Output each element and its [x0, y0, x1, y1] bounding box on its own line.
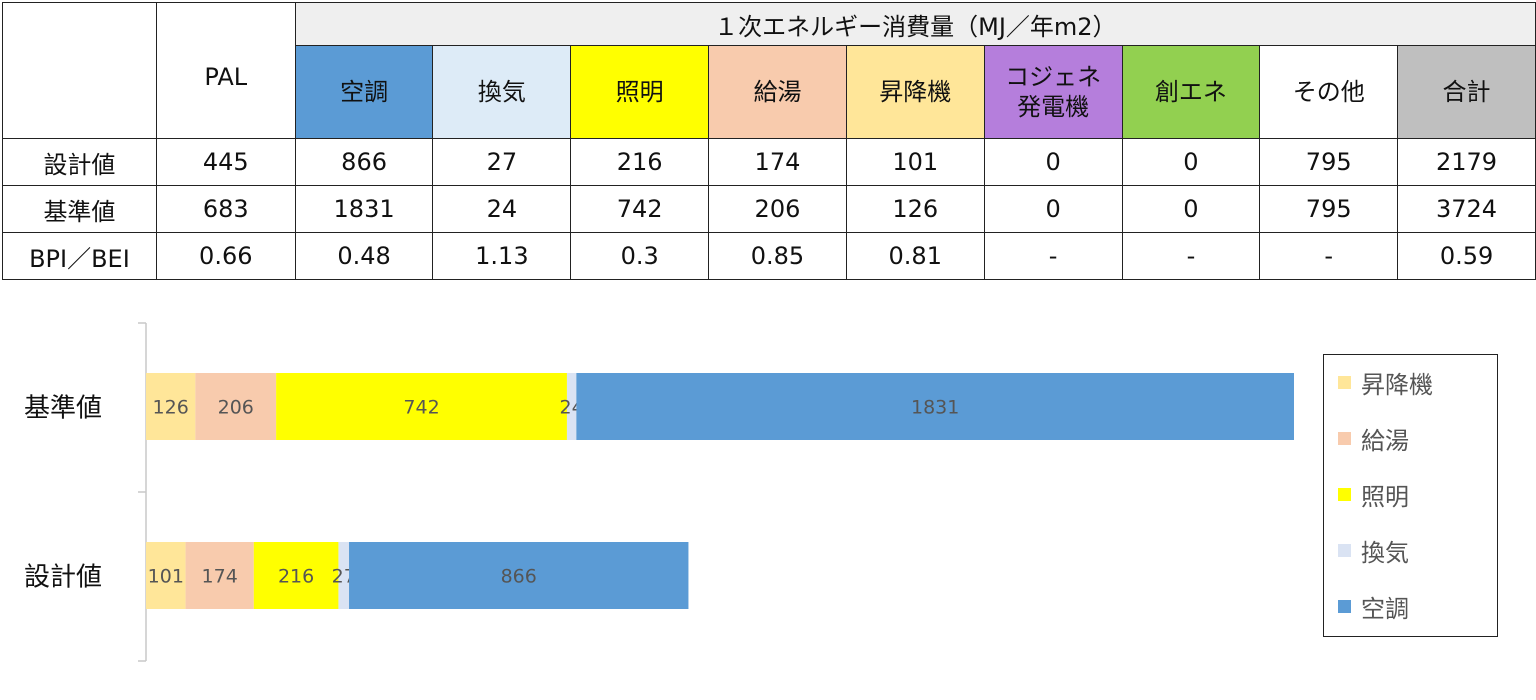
category-header: その他: [1259, 45, 1399, 139]
bar-segment: [576, 373, 1294, 440]
category-header: 換気: [432, 45, 572, 139]
category-label: 照明: [615, 78, 664, 106]
table-cell: 216: [570, 138, 710, 186]
legend-label: 給湯: [1361, 426, 1409, 455]
table-cell: 126: [845, 185, 985, 233]
category-header: コジェネ発電機: [983, 45, 1123, 139]
row-label: 基準値: [2, 185, 157, 233]
table-cell: 795: [1259, 185, 1399, 233]
table-cell: 1831: [294, 185, 434, 233]
table-cell: 0.81: [845, 232, 985, 280]
legend-item: 給湯: [1338, 423, 1409, 455]
data-label: 101: [148, 566, 184, 588]
table-cell: 0.48: [294, 232, 434, 280]
category-label: コジェネ発電機: [1005, 63, 1102, 121]
table-cell: 2179: [1397, 138, 1536, 186]
legend-item: 照明: [1338, 479, 1409, 511]
table-cell: -: [983, 232, 1123, 280]
legend-swatch: [1338, 599, 1351, 613]
legend-label: 換気: [1361, 538, 1409, 567]
energy-group-header: １次エネルギー消費量（MJ／年m2）: [294, 2, 1536, 46]
legend-swatch: [1338, 487, 1351, 501]
category-label: 基準値: [24, 394, 102, 424]
table-row: 基準値 683 1831 24 742 206 126 0 0 795 3724: [2, 185, 1536, 233]
pal-value: 445: [155, 138, 296, 186]
corner-cell: [2, 2, 157, 139]
bar-segment: [253, 542, 339, 609]
legend-item: 昇降機: [1338, 367, 1433, 399]
legend-item: 換気: [1338, 535, 1409, 567]
bar-segment: [185, 542, 254, 609]
table-cell: 0.3: [570, 232, 710, 280]
legend-swatch: [1338, 543, 1351, 557]
data-label: 1831: [911, 397, 959, 419]
table-cell: 0: [1121, 185, 1261, 233]
table-cell: 24: [432, 185, 572, 233]
category-header: 空調: [294, 45, 434, 139]
table-cell: 0.85: [708, 232, 847, 280]
category-label: 給湯: [753, 78, 802, 106]
category-label: 昇降機: [879, 78, 952, 106]
chart-legend: 昇降機給湯照明換気空調: [1323, 354, 1498, 637]
data-label: 174: [202, 566, 238, 588]
bar-segment: [349, 542, 689, 609]
table-cell: 0: [983, 185, 1123, 233]
category-label: 空調: [340, 78, 389, 106]
category-header: 創エネ: [1121, 45, 1261, 139]
table-cell: 206: [708, 185, 847, 233]
category-header: 合計: [1397, 45, 1536, 139]
bar-segment: [338, 542, 350, 609]
data-label: 742: [403, 397, 439, 419]
pal-value: 0.66: [155, 232, 296, 280]
table-cell: 795: [1259, 138, 1399, 186]
legend-label: 照明: [1361, 482, 1409, 511]
table-cell: -: [1121, 232, 1261, 280]
table-cell: 3724: [1397, 185, 1536, 233]
category-header: 昇降機: [845, 45, 985, 139]
table-cell: 0: [983, 138, 1123, 186]
bar-segment: [146, 542, 186, 609]
table-cell: -: [1259, 232, 1399, 280]
legend-label: 昇降機: [1361, 370, 1433, 399]
bar-segment: [195, 373, 277, 440]
table-row: 設計値 445 866 27 216 174 101 0 0 795 2179: [2, 138, 1536, 186]
row-label: BPI／BEI: [2, 232, 157, 280]
pal-value: 683: [155, 185, 296, 233]
category-header: 給湯: [708, 45, 847, 139]
category-header: 照明: [570, 45, 710, 139]
energy-table: PAL １次エネルギー消費量（MJ／年m2） 空調 換気 照明 給湯 昇降機 コジェネ発電機 創…: [2, 2, 1536, 280]
category-label: 合計: [1442, 78, 1491, 106]
category-label: 換気: [477, 78, 526, 106]
bar-segment: [276, 373, 567, 440]
table-cell: 27: [432, 138, 572, 186]
table-cell: 0.59: [1397, 232, 1536, 280]
legend-label: 空調: [1361, 594, 1409, 623]
bar-segment: [146, 373, 196, 440]
pal-header: PAL: [204, 63, 248, 91]
data-label: 206: [218, 397, 254, 419]
table-cell: 0: [1121, 138, 1261, 186]
table-cell: 101: [845, 138, 985, 186]
data-label: 866: [501, 566, 537, 588]
legend-swatch: [1338, 431, 1351, 445]
table-row: BPI／BEI 0.66 0.48 1.13 0.3 0.85 0.81- - -0.59: [2, 232, 1536, 280]
table-cell: 174: [708, 138, 847, 186]
bar-segment: [566, 373, 577, 440]
category-label: 設計値: [24, 563, 102, 593]
table-cell: 866: [294, 138, 434, 186]
legend-swatch: [1338, 375, 1351, 389]
pal-header-cell: PAL: [155, 2, 296, 139]
table-cell: 1.13: [432, 232, 572, 280]
data-label: 126: [153, 397, 189, 419]
row-label: 設計値: [2, 138, 157, 186]
category-label: 創エネ: [1154, 78, 1227, 106]
legend-item: 空調: [1338, 591, 1409, 623]
data-label: 216: [278, 566, 314, 588]
category-label: その他: [1292, 78, 1365, 106]
table-cell: 742: [570, 185, 710, 233]
